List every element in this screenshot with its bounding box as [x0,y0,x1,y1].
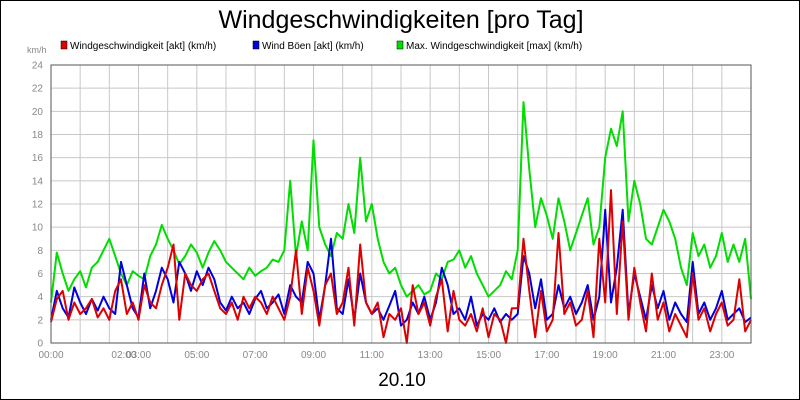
legend-swatch [396,40,404,50]
x-tick-label: 15:00 [476,350,501,361]
legend-label: Wind Böen [akt] (km/h) [262,41,364,52]
y-tick-label: 16 [32,153,44,164]
y-tick-label: 6 [37,269,43,280]
legend-label: Max. Windgeschwindigkeit [max] (km/h) [406,41,582,52]
series-line-0 [50,101,752,303]
legend-label: Windgeschwindigkeit [akt] (km/h) [70,41,216,52]
x-tick-label: 13:00 [418,350,443,361]
x-tick-label: 19:00 [593,350,618,361]
x-tick-label: 23:00 [709,350,734,361]
x-tick-label: 21:00 [651,350,676,361]
y-tick-label: 22 [32,84,44,95]
x-tick-label: 17:00 [534,350,559,361]
x-tick-label: 07:00 [243,350,268,361]
y-tick-label: 4 [37,292,43,303]
legend-swatch [252,40,260,50]
legend-swatch [60,40,68,50]
chart-title: Windgeschwindigkeiten [pro Tag] [218,6,583,34]
x-tick-label: 05:00 [184,350,209,361]
grid [50,64,752,344]
y-unit-label: km/h [27,45,47,55]
x-tick-label: 02:00 [111,350,136,361]
y-tick-label: 14 [32,176,44,187]
series-group [50,101,752,344]
x-tick-label: 00:00 [38,350,63,361]
y-tick-label: 0 [37,339,43,350]
plot-area-border [50,64,752,344]
x-tick-label: 03:00 [126,350,151,361]
y-tick-label: 20 [32,107,44,118]
legend: Windgeschwindigkeit [akt] (km/h) Wind Böe… [60,40,582,52]
y-tick-label: 18 [32,130,44,141]
date-label: 20.10 [378,370,426,391]
series-line-2 [50,189,752,344]
y-tick-label: 12 [32,200,44,211]
y-tick-label: 2 [37,315,43,326]
y-tick-label: 24 [32,61,44,72]
x-tick-label: 09:00 [301,350,326,361]
y-tick-label: 8 [37,246,43,257]
x-tick-label: 11:00 [360,350,385,361]
y-tick-label: 10 [32,223,44,234]
